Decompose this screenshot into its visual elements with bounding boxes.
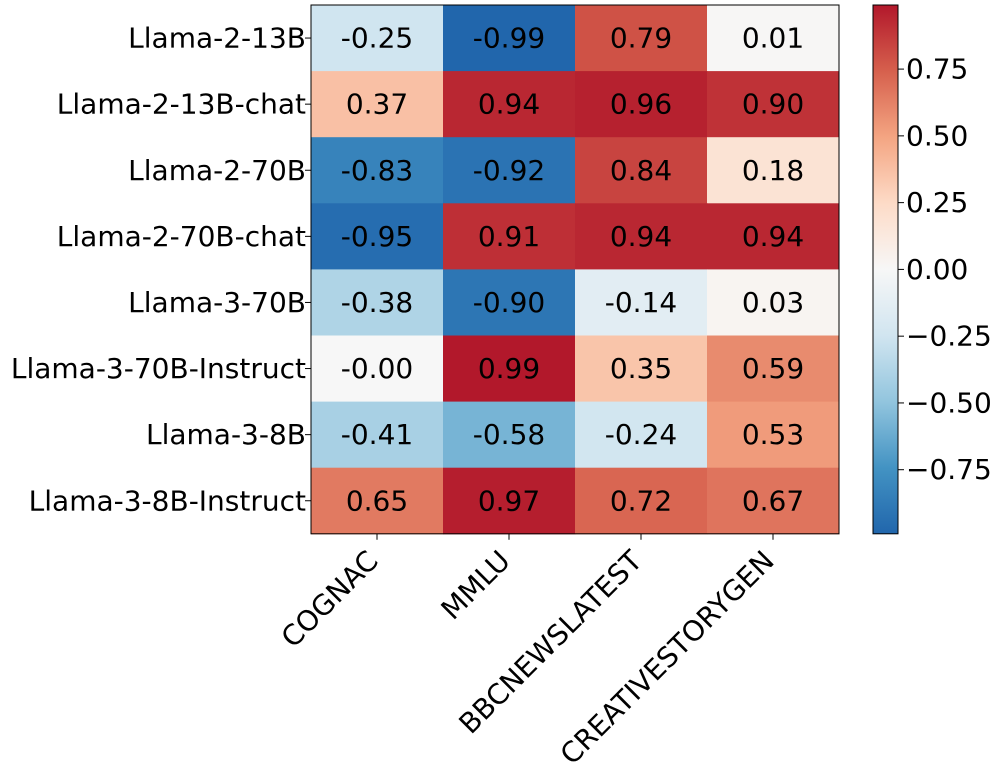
y-tick-label-llama-2-70b-chat: Llama-2-70B-chat	[57, 220, 306, 253]
heatmap-cell-r6-c2	[575, 401, 708, 469]
cell-value-label: 0.94	[478, 88, 540, 121]
cell-value-label: -0.92	[473, 154, 545, 187]
cell-value-label: 0.37	[346, 88, 408, 121]
cell-value-label: -0.41	[341, 418, 413, 451]
heatmap-cell-r2-c0	[311, 137, 444, 204]
heatmap-cell-r3-c3	[707, 203, 840, 270]
heatmap-cell-r5-c0	[311, 335, 444, 403]
y-tick-label-llama-3-8b: Llama-3-8B	[146, 418, 306, 451]
colorbar-tick-label: 0.25	[906, 186, 968, 219]
heatmap-cell-r7-c2	[575, 467, 708, 535]
cell-value-label: 0.90	[742, 88, 804, 121]
heatmap-cell-r5-c2	[575, 335, 708, 403]
cell-value-label: -0.38	[341, 286, 413, 319]
colorbar-tick-label: 0.50	[906, 119, 968, 152]
heatmap-cell-labels: -0.25 -0.99 0.79 0.01 0.37 0.94 0.96 0.90 -0.83 -…	[341, 22, 804, 518]
heatmap-cell-r0-c1	[443, 5, 576, 72]
y-tick-label-llama-3-8b-instruct: Llama-3-8B-Instruct	[29, 484, 306, 517]
cell-value-label: 0.53	[742, 418, 804, 451]
heatmap-cell-r6-c1	[443, 401, 576, 469]
heatmap-cell-r0-c0	[311, 5, 444, 72]
y-tick-label-llama-2-13b-chat: Llama-2-13B-chat	[57, 88, 306, 121]
heatmap-cell-r1-c0	[311, 71, 444, 138]
cell-value-label: 0.01	[742, 22, 804, 55]
heatmap-cell-r0-c3	[707, 5, 840, 72]
heatmap-cell-r7-c1	[443, 467, 576, 535]
heatmap-cell-r4-c3	[707, 269, 840, 336]
cell-value-label: 0.59	[742, 352, 804, 385]
heatmap-cell-r4-c2	[575, 269, 708, 336]
colorbar: 0.75 0.50 0.25 0.00 −0.25 −0.50 −0.75	[872, 4, 992, 535]
cell-value-label: -0.58	[473, 418, 545, 451]
cell-value-label: -0.95	[341, 220, 413, 253]
heatmap-cell-r1-c3	[707, 71, 840, 138]
cell-value-label: 0.65	[346, 484, 408, 517]
cell-value-label: -0.99	[473, 22, 545, 55]
heatmap-cell-r1-c2	[575, 71, 708, 138]
x-tick-label-cognac: COGNAC	[275, 544, 385, 654]
cell-value-label: 0.84	[610, 154, 672, 187]
colorbar-tick-label: −0.25	[906, 320, 992, 353]
heatmap-cell-r3-c2	[575, 203, 708, 270]
heatmap-cell-r0-c2	[575, 5, 708, 72]
cell-value-label: 0.94	[742, 220, 804, 253]
heatmap-cell-r6-c3	[707, 401, 840, 469]
cell-value-label: -0.24	[605, 418, 677, 451]
cell-value-label: -0.25	[341, 22, 413, 55]
x-tick-label-mmlu: MMLU	[435, 544, 517, 626]
heatmap-cell-r7-c0	[311, 467, 444, 535]
colorbar-tick-label: −0.50	[906, 386, 992, 419]
colorbar-tick-label: 0.75	[906, 53, 968, 86]
y-tick-label-llama-2-70b: Llama-2-70B	[128, 154, 306, 187]
cell-value-label: 0.03	[742, 286, 804, 319]
heatmap-cell-r5-c1	[443, 335, 576, 403]
heatmap-cell-r1-c1	[443, 71, 576, 138]
cell-value-label: 0.72	[610, 484, 672, 517]
cell-value-label: -0.90	[473, 286, 545, 319]
heatmap-cell-r5-c3	[707, 335, 840, 403]
plot-frame	[310, 4, 840, 535]
cell-value-label: 0.67	[742, 484, 804, 517]
heatmap-cell-r6-c0	[311, 401, 444, 469]
x-tick-label-creativestorygen: CREATIVESTORYGEN	[554, 544, 781, 771]
colorbar-tick-label: −0.75	[906, 453, 992, 486]
cell-value-label: 0.97	[478, 484, 540, 517]
colorbar-ticks: 0.75 0.50 0.25 0.00 −0.25 −0.50 −0.75	[898, 53, 992, 486]
cell-value-label: -0.14	[605, 286, 677, 319]
cell-value-label: 0.79	[610, 22, 672, 55]
cell-value-label: -0.00	[341, 352, 413, 385]
heatmap-cell-r2-c2	[575, 137, 708, 204]
cell-value-label: 0.99	[478, 352, 540, 385]
y-tick-label-llama-3-70b: Llama-3-70B	[128, 286, 306, 319]
heatmap-cell-r2-c3	[707, 137, 840, 204]
cell-value-label: 0.18	[742, 154, 804, 187]
heatmap-cell-r4-c1	[443, 269, 576, 336]
heatmap-cells	[311, 5, 840, 535]
y-tick-label-llama-3-70b-instruct: Llama-3-70B-Instruct	[11, 352, 306, 385]
heatmap-cell-r7-c3	[707, 467, 840, 535]
cell-value-label: 0.35	[610, 352, 672, 385]
heatmap-cell-r3-c1	[443, 203, 576, 270]
cell-value-label: 0.91	[478, 220, 540, 253]
y-axis: Llama-2-13B Llama-2-13B-chat Llama-2-70B Ll…	[11, 22, 311, 517]
colorbar-tick-label: 0.00	[906, 253, 968, 286]
cell-value-label: 0.96	[610, 88, 672, 121]
cell-value-label: 0.94	[610, 220, 672, 253]
heatmap-cell-r4-c0	[311, 269, 444, 336]
colorbar-gradient	[872, 4, 899, 535]
heatmap-cell-r2-c1	[443, 137, 576, 204]
y-tick-label-llama-2-13b: Llama-2-13B	[128, 22, 306, 55]
heatmap-cell-r3-c0	[311, 203, 444, 270]
cell-value-label: -0.83	[341, 154, 413, 187]
